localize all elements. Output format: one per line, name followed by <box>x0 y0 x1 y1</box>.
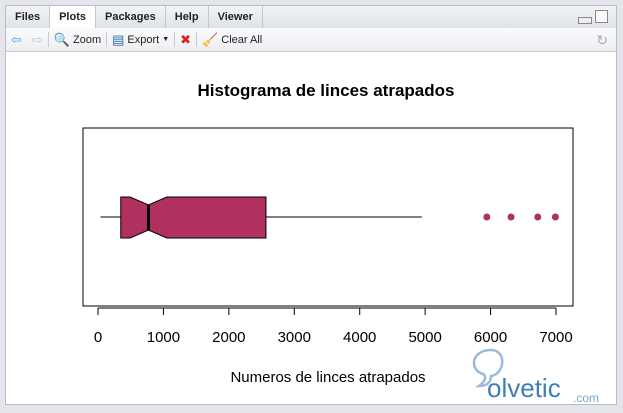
tab-plots[interactable]: Plots <box>50 6 96 29</box>
svg-text:.com: .com <box>573 391 599 404</box>
x-tick-label: 0 <box>94 329 102 346</box>
pane-tabs: Files Plots Packages Help Viewer <box>6 6 616 29</box>
x-tick-label: 4000 <box>343 329 376 346</box>
x-tick-label: 7000 <box>539 329 572 346</box>
x-axis-label: Numeros de linces atrapados <box>230 369 425 386</box>
svg-text:olvetic: olvetic <box>487 373 561 403</box>
plots-pane: Files Plots Packages Help Viewer ⇦ ⇨ 🔍 Zo… <box>5 5 617 405</box>
solvetic-watermark-logo: olvetic .com <box>461 342 611 409</box>
remove-plot-icon: ✖ <box>180 32 192 47</box>
divider <box>174 32 176 47</box>
tab-files[interactable]: Files <box>6 6 51 28</box>
x-tick-label: 1000 <box>147 329 180 346</box>
divider <box>47 32 49 47</box>
export-label: Export <box>127 33 160 46</box>
clear-all-label: Clear All <box>221 33 263 46</box>
tab-help[interactable]: Help <box>166 6 209 28</box>
forward-arrow-icon: ⇨ <box>31 32 43 47</box>
refresh-icon[interactable]: ↻ <box>596 32 608 48</box>
clear-all-button[interactable]: 🧹 Clear All <box>197 33 267 46</box>
x-tick-label: 5000 <box>408 329 441 346</box>
chart-title: Histograma de linces atrapados <box>198 81 455 100</box>
minimize-button[interactable] <box>578 17 592 24</box>
plots-toolbar: ⇦ ⇨ 🔍 Zoom ▤ Export ▼ ✖ 🧹 Clear All ↻ <box>6 28 616 52</box>
tab-packages[interactable]: Packages <box>96 6 166 28</box>
outlier-point <box>483 213 491 221</box>
forward-button[interactable]: ⇨ <box>27 33 48 46</box>
x-tick-label: 3000 <box>278 329 311 346</box>
zoom-icon: 🔍 <box>53 32 70 47</box>
outlier-point <box>551 213 559 221</box>
export-button[interactable]: ▤ Export ▼ <box>107 33 174 46</box>
tab-viewer[interactable]: Viewer <box>209 6 263 28</box>
zoom-button[interactable]: 🔍 Zoom <box>49 33 106 46</box>
zoom-label: Zoom <box>73 33 102 46</box>
x-tick-label: 2000 <box>212 329 245 346</box>
export-icon: ▤ <box>112 32 125 47</box>
maximize-button[interactable] <box>595 10 608 23</box>
broom-icon: 🧹 <box>202 32 219 47</box>
back-arrow-icon: ⇦ <box>11 32 22 47</box>
remove-plot-button[interactable]: ✖ <box>175 33 196 46</box>
divider <box>196 32 198 47</box>
outlier-point <box>507 213 515 221</box>
divider <box>106 32 108 47</box>
x-tick-label: 6000 <box>474 329 507 346</box>
notched-box <box>120 196 267 239</box>
back-button[interactable]: ⇦ <box>6 33 27 46</box>
outlier-point <box>534 213 542 221</box>
plot-frame <box>82 127 574 307</box>
chevron-down-icon: ▼ <box>162 36 170 43</box>
